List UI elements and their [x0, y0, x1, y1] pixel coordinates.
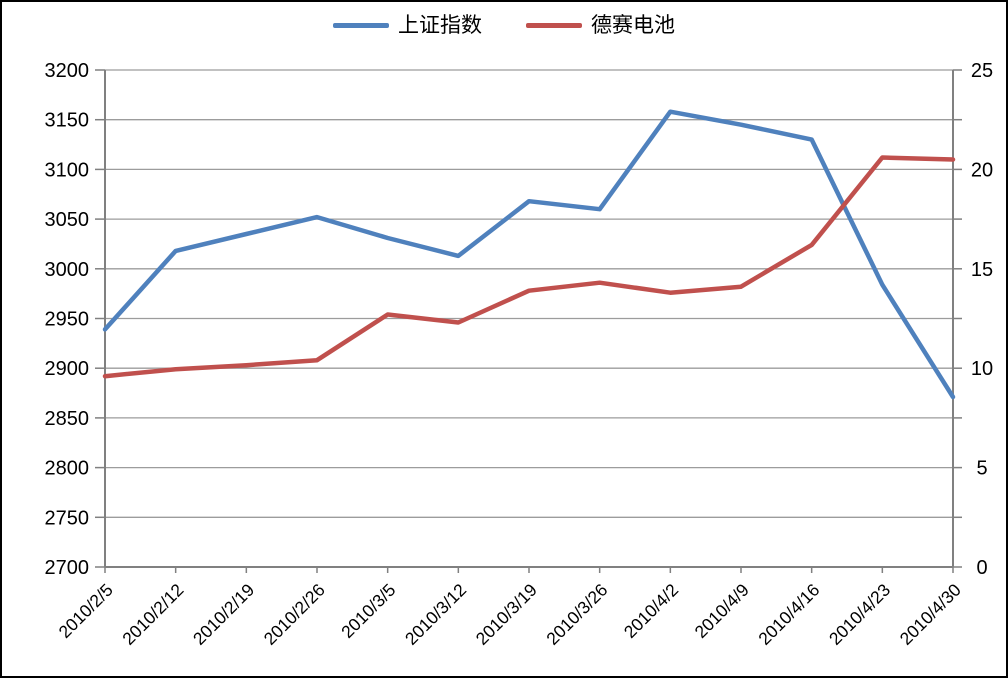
x-axis-tick-label: 2010/4/23 [825, 580, 894, 649]
y-axis-left-tick-label: 3000 [45, 259, 90, 281]
x-axis-tick-label: 2010/2/12 [118, 580, 187, 649]
legend-item-shanghai-index: 上证指数 [333, 15, 482, 36]
x-axis-tick-label: 2010/4/16 [754, 580, 823, 649]
x-axis-tick-label: 2010/4/2 [620, 580, 682, 642]
y-axis-right-tick-label: 10 [971, 358, 993, 380]
legend-line-icon-desay-battery [526, 23, 582, 28]
y-axis-left-tick-label: 3050 [45, 209, 90, 231]
y-axis-right-tick-label: 25 [971, 60, 993, 82]
series-line-desay-battery [102, 155, 956, 379]
y-axis-right-tick-label: 5 [976, 458, 987, 480]
y-axis-left-tick-label: 2950 [45, 309, 90, 331]
y-axis-left-tick-label: 2750 [45, 507, 90, 529]
y-axis-right: 25 20 15 10 5 0 [952, 60, 993, 579]
legend-label-desay-battery: 德赛电池 [591, 13, 675, 37]
legend: 上证指数 德赛电池 [2, 15, 1006, 36]
x-axis-tick-label: 2010/3/12 [401, 580, 470, 649]
y-axis-left-tick-label: 3150 [45, 110, 90, 132]
x-axis: 2010/2/5 2010/2/12 2010/2/19 2010/2/26 2010/… [55, 566, 965, 649]
legend-item-desay-battery: 德赛电池 [526, 15, 675, 36]
y-axis-left-tick-label: 2700 [45, 557, 90, 579]
x-axis-tick-label: 2010/3/19 [472, 580, 541, 649]
legend-line-icon-shanghai-index [333, 23, 389, 28]
x-axis-tick-label: 2010/4/30 [896, 580, 965, 649]
y-axis-right-tick-label: 0 [976, 557, 987, 579]
x-axis-tick-label: 2010/2/26 [260, 580, 329, 649]
y-axis-left-tick-label: 3100 [45, 159, 90, 181]
y-axis-left-tick-label: 2850 [45, 408, 90, 430]
series-line-shanghai-index [102, 109, 956, 400]
y-axis-right-tick-label: 20 [971, 159, 993, 181]
gridlines [105, 69, 953, 568]
y-axis-left-tick-label: 3200 [45, 60, 90, 82]
x-axis-tick-label: 2010/4/9 [691, 580, 753, 642]
x-axis-tick-label: 2010/3/26 [542, 580, 611, 649]
y-axis-left: 3200 3150 3100 3050 3000 2950 2900 2850 2800 2750… [45, 60, 106, 579]
y-axis-left-tick-label: 2800 [45, 458, 90, 480]
x-axis-tick-label: 2010/2/5 [55, 580, 117, 642]
y-axis-right-tick-label: 15 [971, 259, 993, 281]
x-axis-tick-label: 2010/3/5 [337, 580, 399, 642]
x-axis-tick-label: 2010/2/19 [189, 580, 258, 649]
legend-label-shanghai-index: 上证指数 [398, 13, 482, 37]
y-axis-left-tick-label: 2900 [45, 358, 90, 380]
